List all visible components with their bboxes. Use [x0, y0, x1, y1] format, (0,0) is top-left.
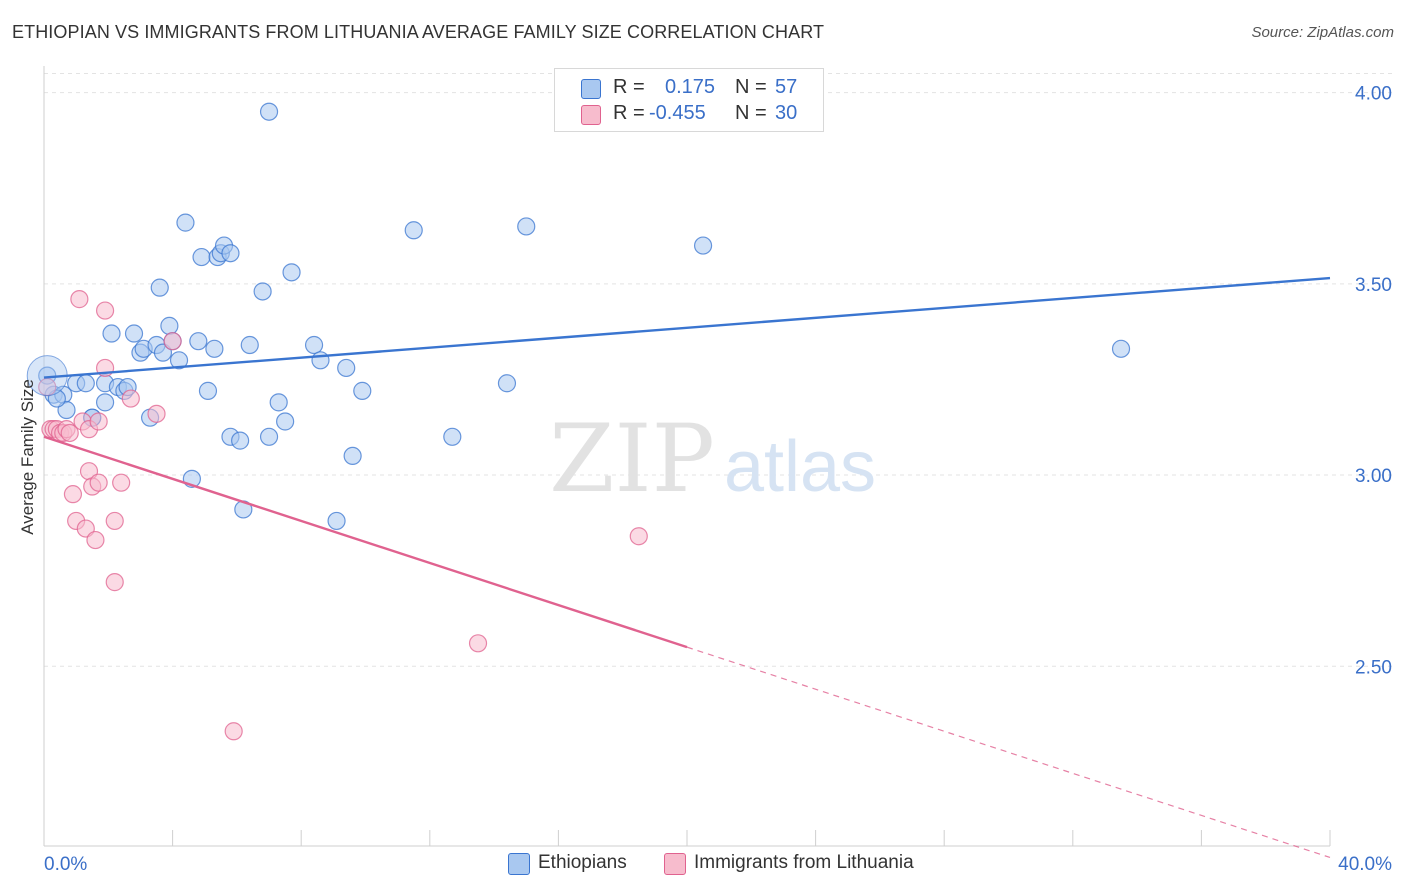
point-ethiopians [269, 393, 288, 412]
point-lithuania [95, 301, 115, 320]
point-ethiopians [259, 102, 279, 121]
point-lithuania [105, 511, 124, 531]
point-ethiopians [304, 335, 324, 355]
trendline-lithuania [43, 435, 688, 649]
stats-swatch-lithuania [581, 105, 601, 125]
point-ethiopians [311, 351, 330, 370]
chart-source: Source: ZipAtlas.com [1251, 24, 1394, 41]
point-lithuania [147, 404, 166, 423]
legend-label-ethiopians: Ethiopians [538, 852, 627, 873]
legend-swatch-ethiopians [508, 853, 530, 875]
point-ethiopians [221, 244, 240, 263]
point-lithuania [105, 573, 124, 592]
point-ethiopians [192, 247, 211, 267]
point-ethiopians [259, 427, 279, 446]
r-label: R = [613, 102, 645, 124]
r-value: 0.175 [665, 76, 716, 98]
point-lithuania [89, 473, 108, 492]
tick-label-layer: 2.50 3.00 3.50 4.00 0.0% 40.0% [44, 84, 1392, 875]
point-ethiopians [693, 236, 713, 255]
point-ethiopians [1111, 339, 1131, 358]
watermark-atlas: atlas [724, 427, 876, 507]
points-layer [26, 102, 1131, 741]
point-lithuania [224, 722, 243, 741]
x-tick-label: 40.0% [1338, 854, 1392, 875]
stats-box: R = 0.175 N = 57 R = -0.455 N = 30 [554, 68, 824, 132]
legend: Ethiopians Immigrants from Lithuania [0, 850, 1406, 878]
point-ethiopians [76, 374, 95, 393]
n-value: 30 [775, 102, 798, 124]
point-ethiopians [404, 221, 423, 240]
r-value: -0.455 [649, 102, 706, 124]
point-lithuania [629, 527, 648, 546]
y-axis-label: Average Family Size [18, 379, 37, 535]
axis-layer [43, 66, 1331, 847]
point-ethiopians [343, 446, 362, 466]
point-lithuania [112, 473, 131, 492]
y-tick-label: 2.50 [1355, 657, 1392, 678]
watermark-zip: ZIP [549, 405, 715, 514]
y-tick-label: 4.00 [1355, 84, 1392, 105]
point-ethiopians [169, 351, 189, 370]
point-ethiopians [443, 427, 462, 446]
x-tick-label: 0.0% [44, 854, 87, 875]
point-lithuania [70, 290, 89, 309]
point-ethiopians [240, 335, 259, 355]
point-ethiopians [337, 358, 356, 378]
point-ethiopians [160, 316, 179, 335]
n-label: N = [735, 76, 767, 98]
point-ethiopians [327, 511, 346, 531]
y-tick-label: 3.00 [1355, 466, 1392, 487]
point-ethiopians [276, 412, 295, 431]
point-ethiopians [189, 332, 208, 351]
n-label: N = [735, 102, 767, 124]
stats-swatch-ethiopians [581, 79, 601, 99]
point-ethiopians [198, 381, 218, 400]
point-lithuania [60, 423, 79, 443]
legend-swatch-lithuania [664, 853, 686, 875]
point-ethiopians [124, 324, 144, 343]
grid-layer [44, 72, 1392, 667]
point-lithuania [468, 634, 488, 653]
point-ethiopians [102, 324, 121, 343]
point-ethiopians [497, 374, 517, 393]
point-lithuania [121, 389, 140, 408]
point-ethiopians [282, 263, 301, 282]
n-value: 57 [775, 76, 798, 98]
watermark: ZIP atlas [549, 405, 876, 514]
point-ethiopians [253, 282, 272, 301]
point-lithuania [86, 530, 105, 550]
point-ethiopians [231, 431, 250, 450]
point-lithuania [163, 332, 182, 351]
trendline-ethiopians [43, 276, 1331, 379]
point-lithuania [63, 485, 83, 504]
point-lithuania [89, 412, 108, 431]
point-ethiopians [205, 339, 224, 358]
point-ethiopians [95, 393, 115, 412]
trend-layer [43, 276, 1331, 859]
point-ethiopians [353, 381, 372, 400]
point-ethiopians [150, 278, 169, 297]
trendline-lithuania-extension [686, 646, 1331, 859]
point-ethiopians [517, 217, 536, 236]
point-ethiopians [176, 213, 195, 232]
legend-label-lithuania: Immigrants from Lithuania [694, 852, 914, 873]
y-tick-label: 3.50 [1355, 275, 1392, 296]
r-label: R = [613, 76, 645, 98]
chart-title: ETHIOPIAN VS IMMIGRANTS FROM LITHUANIA A… [12, 22, 825, 42]
